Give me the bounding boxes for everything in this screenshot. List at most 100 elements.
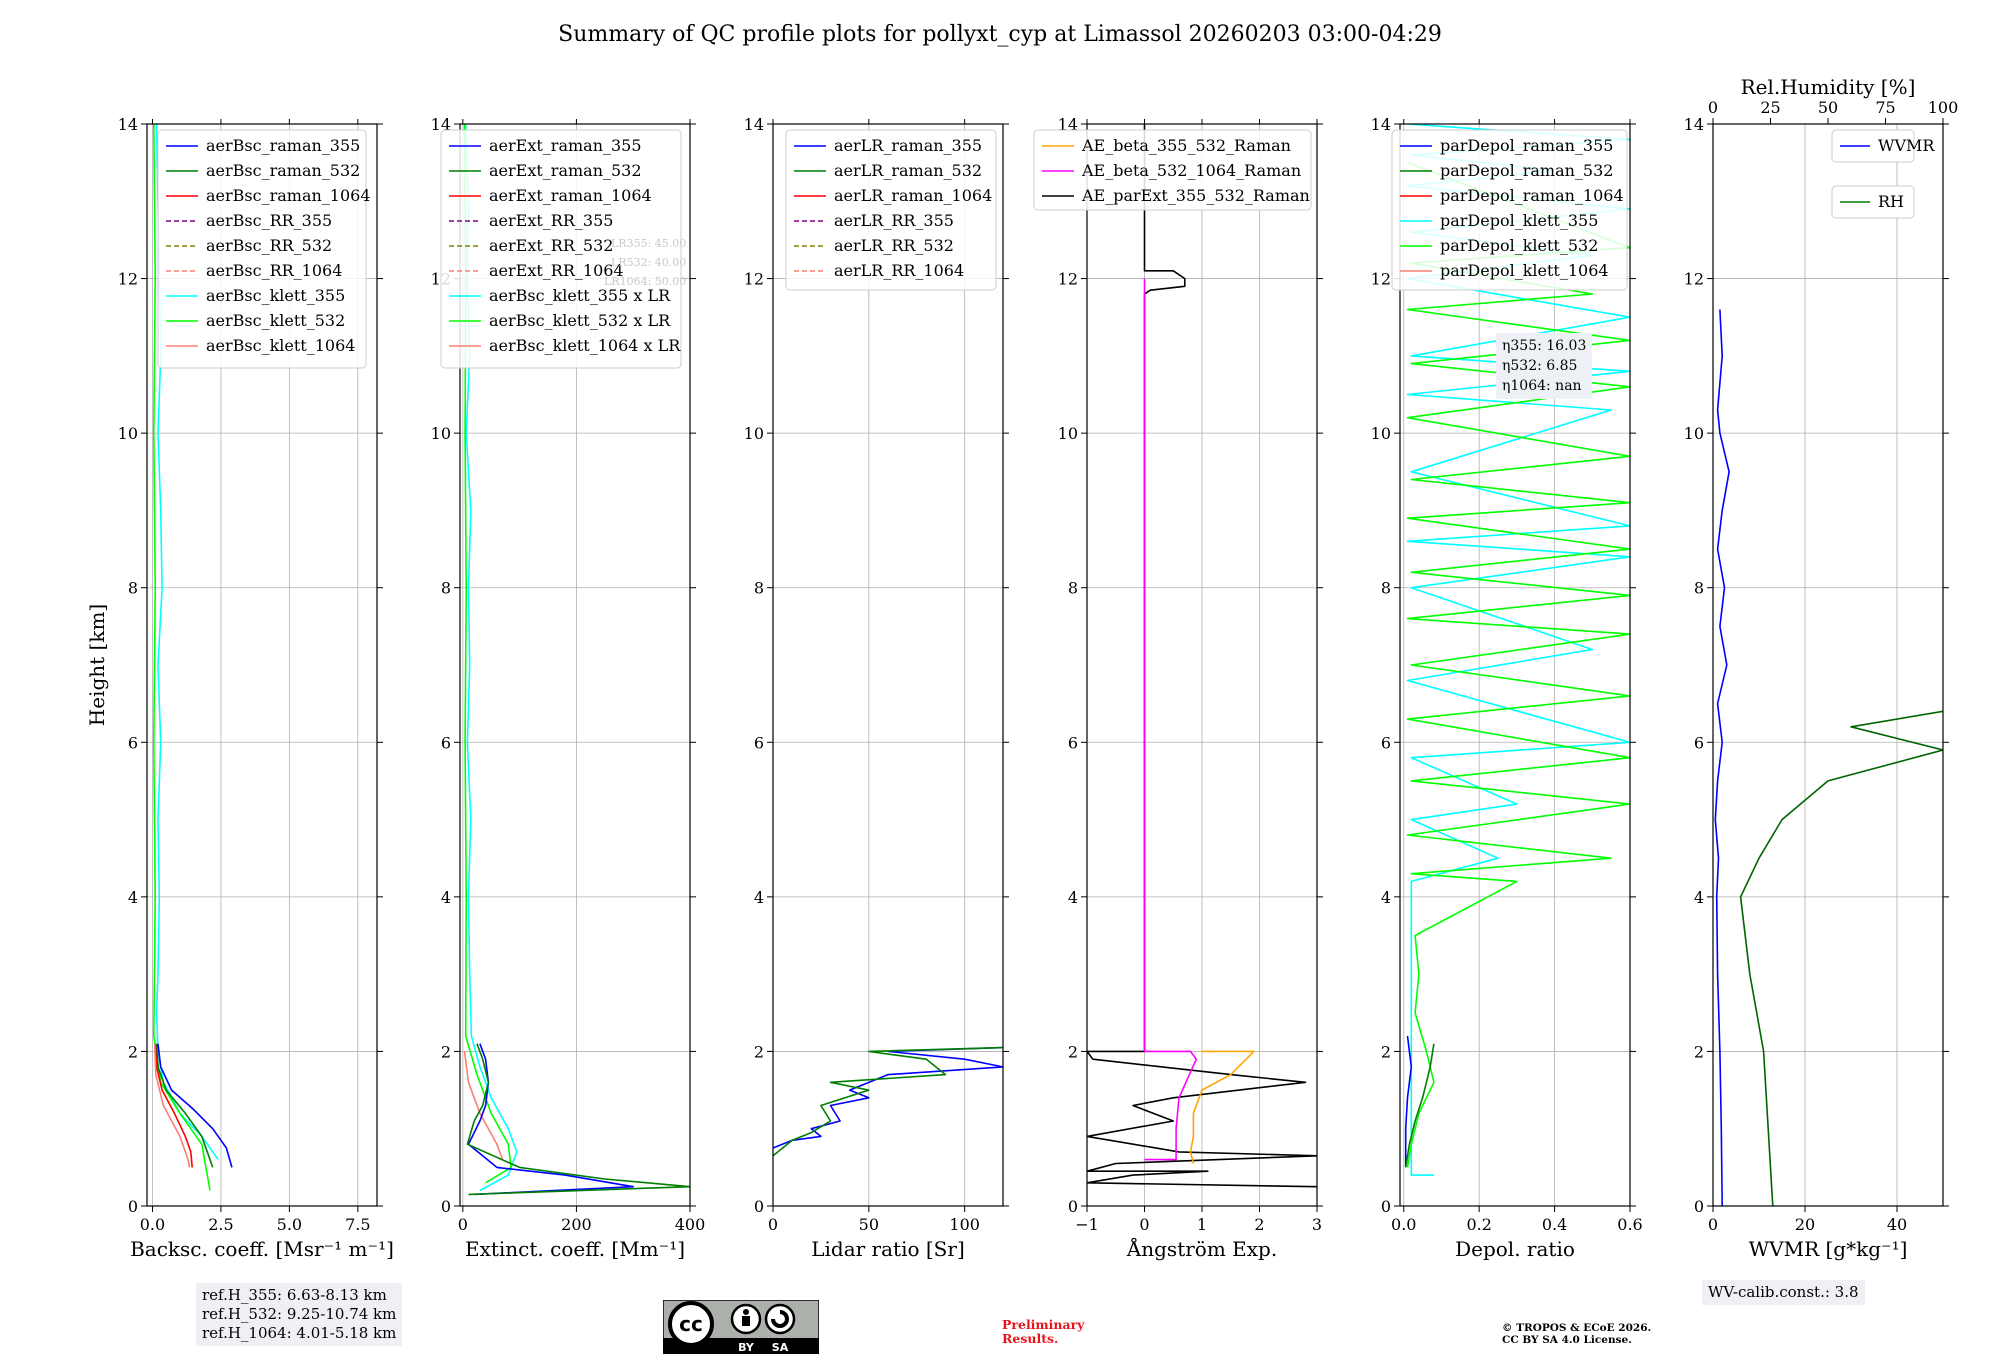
top-xtick-label: 0	[1708, 98, 1718, 117]
series-aerBsc_raman_532	[155, 1043, 214, 1168]
legend-label: aerBsc_raman_1064	[206, 186, 371, 205]
legend-label: aerLR_RR_355	[834, 211, 954, 230]
ytick-label: 0	[754, 1197, 764, 1216]
axes-frame	[772, 123, 1004, 1207]
ytick-label: 8	[128, 579, 138, 598]
top-xtick-label: 100	[1928, 98, 1959, 117]
by-label: BY	[738, 1341, 755, 1354]
ytick-label: 10	[431, 424, 451, 443]
legend-RH: RH	[1831, 185, 1915, 219]
legend-box	[1391, 129, 1628, 291]
series-aerBsc_klett_532 x LR	[463, 124, 512, 1184]
xtick-label: 0.0	[1391, 1215, 1416, 1234]
series-RH	[1739, 710, 1943, 1206]
legend-WVMR: WVMR	[1831, 129, 1935, 163]
ytick-label: 12	[1371, 270, 1391, 289]
ytick-label: 8	[1694, 579, 1704, 598]
series-aerBsc_klett_1064 x LR	[463, 1051, 504, 1160]
y-axis-label: Height [km]	[85, 604, 109, 726]
legend-label: aerLR_raman_1064	[834, 186, 992, 205]
ytick-label: 6	[754, 733, 764, 752]
legend-label: aerExt_RR_1064	[489, 261, 624, 280]
legend-label: aerExt_raman_532	[489, 161, 642, 180]
panel-wv: 0 20 40 0 2 4 6 8 10 12 14 WVMR [g*kg⁻¹] 0 25 50 75 100 R…	[1684, 75, 1959, 1261]
legend-box	[440, 129, 682, 369]
ytick-label: 0	[1068, 1197, 1078, 1216]
axes-frame	[459, 123, 691, 1207]
ytick-label: 8	[1381, 579, 1391, 598]
x-axis-label: Lidar ratio [Sr]	[811, 1237, 965, 1261]
xtick-label: 50	[859, 1215, 879, 1234]
series-aerLR_raman_532	[773, 1046, 1003, 1157]
legend: aerLR_raman_355 aerLR_raman_532 aerLR_rama…	[785, 129, 997, 291]
ytick-label: 6	[128, 733, 138, 752]
cc-label: cc	[679, 1312, 703, 1336]
legend-label: aerBsc_klett_355	[206, 286, 345, 305]
ytick-label: 0	[1694, 1197, 1704, 1216]
ytick-label: 4	[441, 888, 451, 907]
ytick-label: 0	[441, 1197, 451, 1216]
legend-box	[157, 129, 367, 369]
xtick-label: 0.0	[140, 1215, 165, 1234]
x-axis-label: Ångström Exp.	[1126, 1236, 1277, 1261]
ytick-label: 2	[441, 1042, 451, 1061]
legend-label: parDepol_klett_355	[1440, 211, 1598, 230]
legend-label: aerBsc_klett_532	[206, 311, 345, 330]
legend-label: parDepol_raman_532	[1440, 161, 1613, 180]
legend-label: AE_parExt_355_532_Raman	[1081, 186, 1310, 205]
panel-depol: 0.0 0.2 0.4 0.6 0 2 4 6 8 10 12 14 Depol. ratio parDe…	[1371, 115, 1643, 1261]
ytick-label: 0	[128, 1197, 138, 1216]
xtick-label: 1	[1197, 1215, 1207, 1234]
legend-label: aerLR_RR_532	[834, 236, 954, 255]
series-WVMR	[1714, 309, 1730, 1206]
x-axis-label: Extinct. coeff. [Mm⁻¹]	[465, 1237, 685, 1261]
legend-label: AE_beta_355_532_Raman	[1081, 136, 1291, 155]
xtick-label: 20	[1795, 1215, 1815, 1234]
ytick-label: 6	[1068, 733, 1078, 752]
series-parDepol_raman_532	[1404, 1043, 1435, 1168]
eta-532: η532: 6.85	[1502, 358, 1578, 374]
legend: parDepol_raman_355 parDepol_raman_532 parD…	[1391, 129, 1628, 291]
series-parDepol_klett_532	[1406, 161, 1630, 1168]
lr-box: LR355: 45.00 LR532: 40.00 LR1064: 50.00	[604, 234, 686, 291]
ytick-label: 2	[1694, 1042, 1704, 1061]
series-AE_parExt_355_532_Raman	[1087, 124, 1317, 1188]
legend-box	[1831, 185, 1915, 219]
ref-height-355: ref.H_355: 6.63-8.13 km	[202, 1286, 387, 1304]
series-aerBsc_klett_1064	[153, 1043, 191, 1168]
xtick-label: 0	[458, 1215, 468, 1234]
preliminary-line-1: Preliminary	[1002, 1317, 1085, 1332]
ytick-label: 14	[431, 115, 451, 134]
preliminary-line-2: Results.	[1002, 1331, 1059, 1346]
copyright-line-1: © TROPOS & ECoE 2026.	[1502, 1322, 1652, 1334]
xtick-label: 40	[1887, 1215, 1907, 1234]
xtick-label: 2.5	[208, 1215, 233, 1234]
top-xtick-label: 25	[1760, 98, 1780, 117]
ytick-label: 6	[1694, 733, 1704, 752]
ytick-label: 10	[1684, 424, 1704, 443]
series-aerExt_raman_355	[467, 1043, 634, 1196]
legend-label: aerBsc_raman_355	[206, 136, 360, 155]
lr-355: LR355: 45.00	[611, 237, 687, 250]
ytick-label: 14	[118, 115, 138, 134]
xtick-label: 400	[675, 1215, 706, 1234]
ytick-label: 12	[1058, 270, 1078, 289]
ref-height-box: ref.H_355: 6.63-8.13 km ref.H_532: 9.25-…	[196, 1283, 403, 1346]
axes-frame	[146, 123, 378, 1207]
ytick-label: 12	[744, 270, 764, 289]
xtick-label: 0.4	[1542, 1215, 1567, 1234]
ytick-label: 12	[1684, 270, 1704, 289]
xtick-label: 0	[1139, 1215, 1149, 1234]
ytick-label: 4	[1694, 888, 1704, 907]
xtick-label: 0.6	[1617, 1215, 1642, 1234]
ytick-label: 6	[441, 733, 451, 752]
panel-bsc: 0.0 2.5 5.0 7.5 0 2 4 6 8 10 12 14 Backsc. coeff. [M…	[118, 115, 394, 1261]
copyright-note: © TROPOS & ECoE 2026. CC BY SA 4.0 Licen…	[1502, 1322, 1651, 1346]
xtick-label: −1	[1075, 1215, 1099, 1234]
ytick-label: 2	[754, 1042, 764, 1061]
legend-label: AE_beta_532_1064_Raman	[1081, 161, 1301, 180]
series-AE_beta_355_532_Raman	[1189, 1050, 1255, 1164]
series-aerBsc_raman_355	[157, 1043, 233, 1168]
